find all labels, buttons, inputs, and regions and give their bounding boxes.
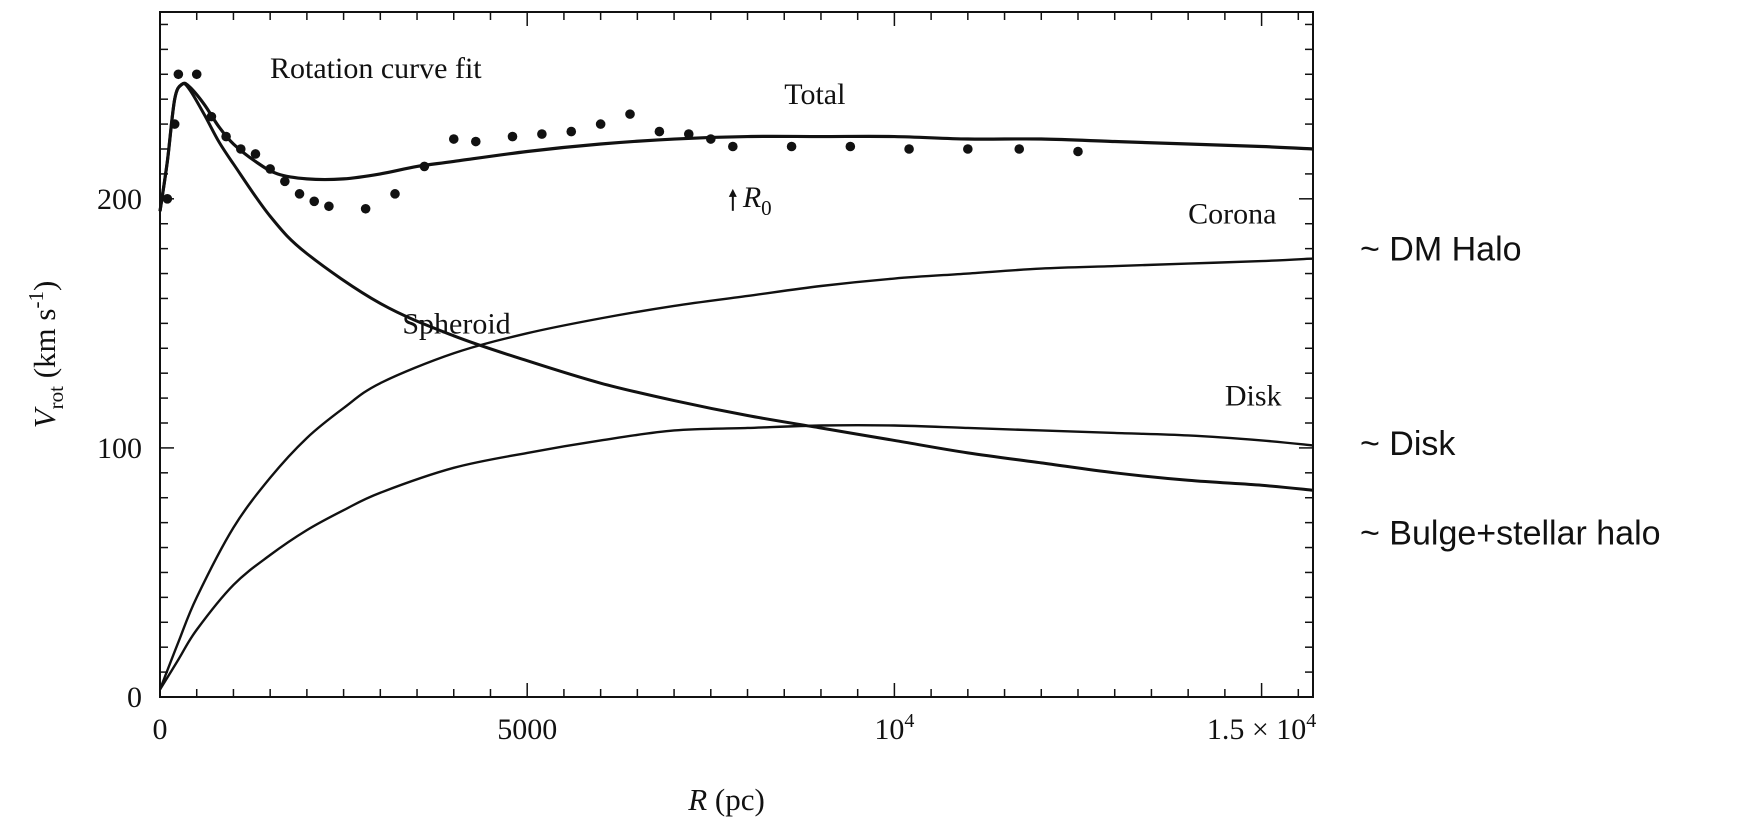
x-axis-label: R (pc) [687, 782, 765, 817]
observed-point [537, 129, 547, 139]
observed-point [221, 131, 231, 142]
chart-title: Rotation curve fit [270, 52, 482, 85]
observed-point [309, 196, 320, 207]
observed-point [595, 119, 606, 129]
observed-point [566, 126, 577, 137]
y-tick-label: 0 [127, 681, 142, 714]
plot-border [159, 11, 1314, 698]
r0-arrowhead [728, 188, 737, 197]
observed-point [786, 141, 797, 152]
y-tick-label: 100 [97, 432, 142, 465]
series-lines [158, 81, 1314, 691]
y-axis-label: Vrot (km s-1) [24, 281, 68, 429]
series-label-disk: Disk [1225, 380, 1282, 413]
annotation-label: ~ Bulge+stellar halo [1360, 515, 1661, 553]
observed-point [963, 144, 973, 154]
series-label-spheroid: Spheroid [402, 307, 510, 340]
series-label-total: Total [784, 78, 845, 111]
observed-point [507, 131, 518, 142]
observed-point [1073, 146, 1083, 157]
series-line-spheroid [158, 82, 1314, 492]
observed-point [845, 141, 856, 152]
observed-point [1014, 144, 1025, 154]
observed-point [173, 69, 184, 80]
observed-point [448, 134, 459, 144]
observed-point [235, 144, 246, 154]
observed-point [470, 136, 481, 147]
observed-point [360, 203, 371, 214]
observed-point [728, 141, 738, 152]
observed-point [265, 164, 275, 174]
annotation-label: ~ Disk [1360, 425, 1456, 463]
series-line-disk [158, 423, 1314, 691]
observed-point [169, 119, 180, 129]
observed-point [206, 111, 217, 122]
observed-point [294, 189, 305, 199]
observed-point [390, 189, 400, 199]
x-tick-label: 0 [153, 713, 168, 746]
observed-point [904, 144, 914, 154]
observed-point [705, 134, 716, 144]
observed-point [683, 129, 694, 139]
observed-point [654, 126, 665, 137]
x-tick-label: 104 [874, 710, 914, 746]
series-line-corona [158, 257, 1314, 690]
chart-text: Rotation curve fit 0 5000 104 1.5 × 104 0 100… [24, 52, 1661, 817]
annotation-label: ~ DM Halo [1360, 231, 1522, 269]
x-tick-label: 1.5 × 104 [1207, 710, 1316, 746]
series-line-total [158, 81, 1314, 212]
observed-point [162, 194, 173, 204]
observed-points [162, 69, 1083, 214]
observed-point [625, 109, 635, 119]
observed-point [280, 176, 290, 187]
observed-point [324, 201, 334, 212]
observed-point [191, 69, 202, 80]
series-label-corona: Corona [1188, 198, 1276, 231]
plot-frame [159, 11, 1314, 698]
axis-ticks [159, 12, 1313, 698]
observed-point [419, 161, 430, 172]
x-tick-label: 5000 [497, 713, 557, 746]
r0-label: R0 [742, 181, 772, 220]
y-tick-label: 200 [97, 183, 142, 216]
observed-point [250, 149, 261, 159]
